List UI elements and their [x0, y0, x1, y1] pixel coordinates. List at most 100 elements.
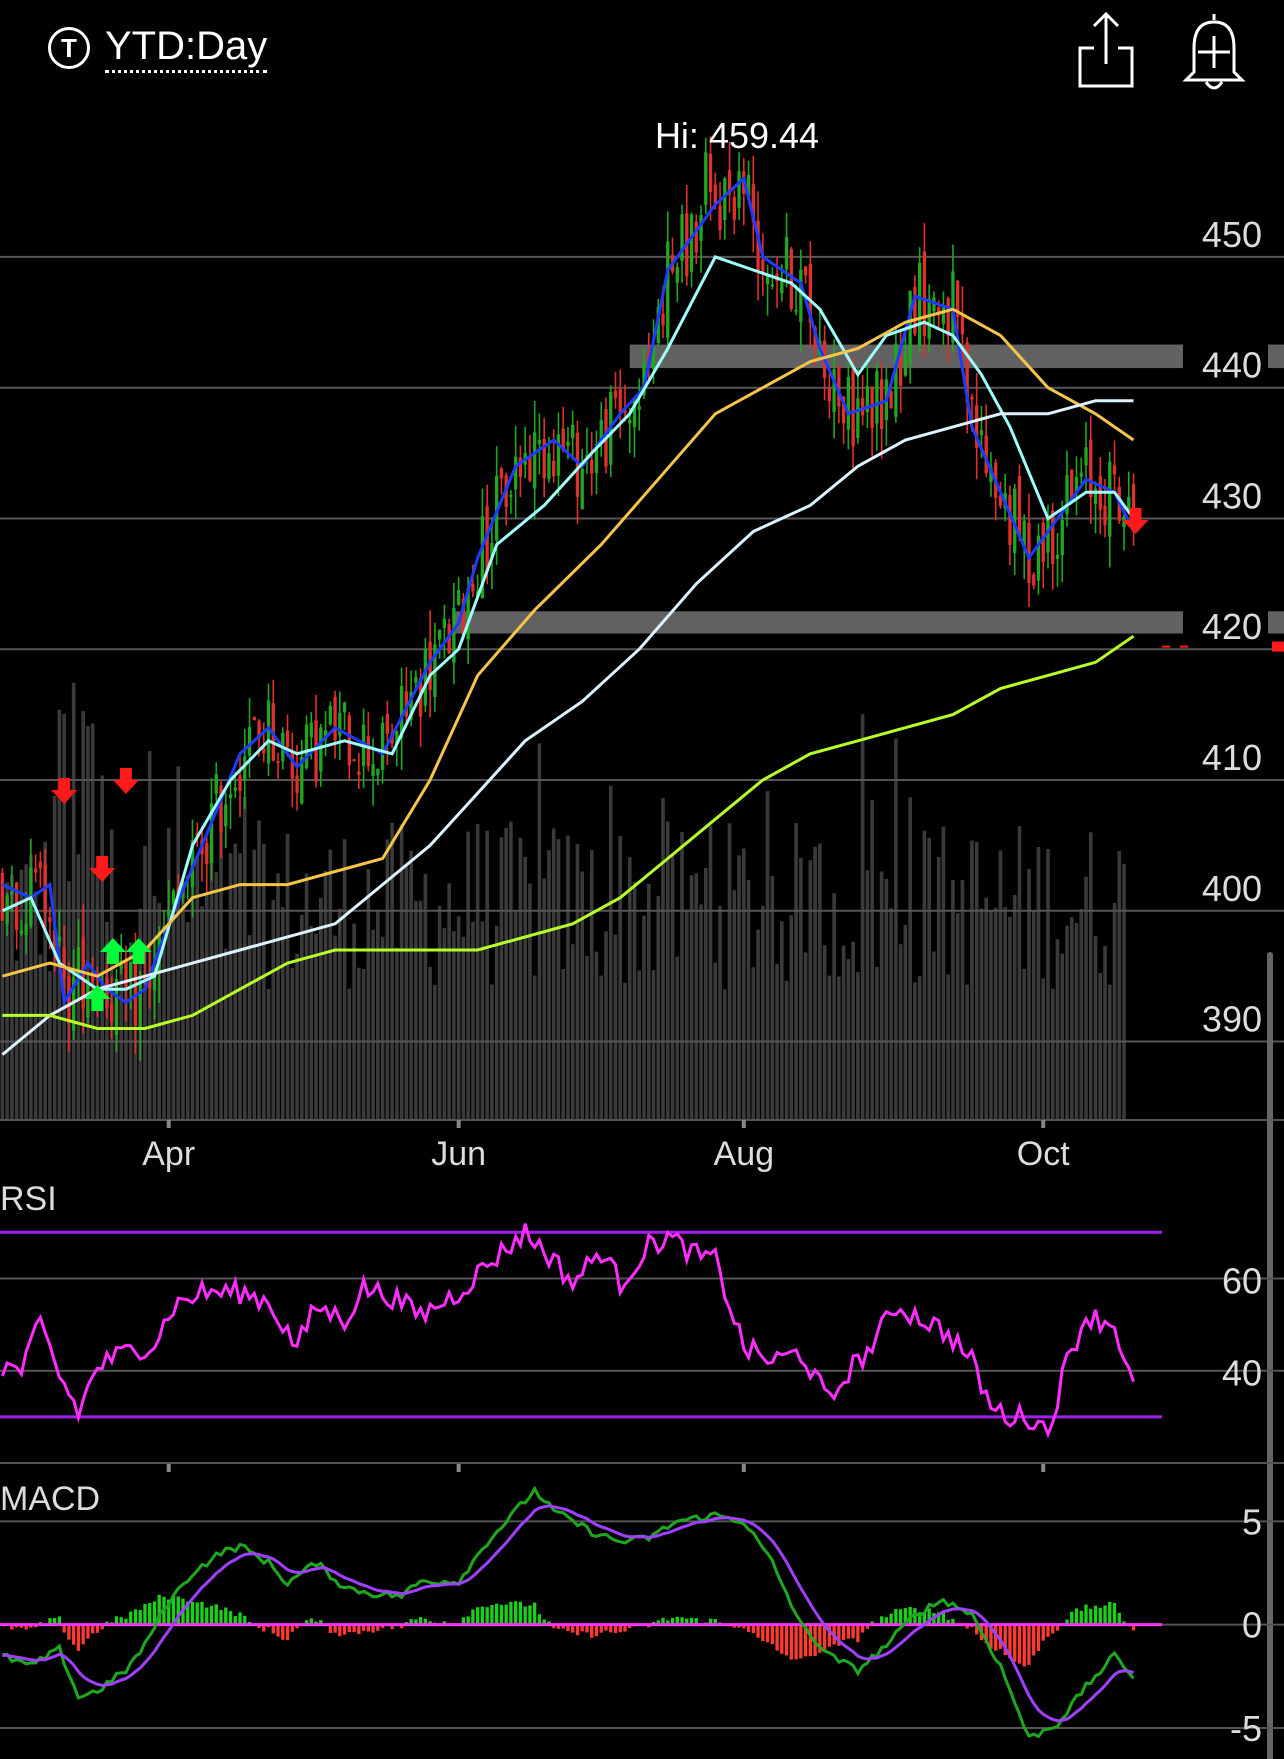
macd-histogram-bar [304, 1620, 309, 1625]
macd-histogram-bar [314, 1621, 318, 1625]
volume-bar [319, 897, 323, 1120]
candle-body [661, 313, 665, 326]
add-alert-bell-icon[interactable] [1174, 8, 1254, 92]
candle-body [124, 961, 128, 990]
macd-histogram-bar [67, 1624, 71, 1640]
top-bar: T YTD:Day [0, 0, 1284, 100]
volume-bar [485, 830, 489, 1120]
candle-body [10, 891, 14, 895]
macd-histogram-bar [542, 1619, 546, 1625]
candle-body [1032, 574, 1036, 586]
volume-bar [708, 825, 713, 1120]
moving-average-line [1, 399, 1134, 1056]
macd-histogram-bar [865, 1624, 870, 1629]
macd-histogram-bar [1046, 1624, 1050, 1637]
ticker-icon[interactable]: T [48, 27, 90, 69]
macd-histogram-bar [319, 1620, 323, 1625]
candle-body [827, 387, 832, 402]
candle-body [461, 598, 466, 637]
support-resistance-band [453, 611, 1183, 634]
macd-histogram-bar [190, 1601, 195, 1625]
candle-body [533, 432, 537, 489]
volume-bar [342, 839, 347, 1120]
macd-histogram-bar [1065, 1619, 1069, 1625]
macd-histogram-bar [623, 1624, 627, 1632]
volume-bar [418, 900, 423, 1120]
macd-histogram-bar [609, 1624, 613, 1633]
macd-histogram-bar [19, 1624, 24, 1628]
candle-body [1013, 488, 1017, 554]
macd-tick-label: 0 [1242, 1605, 1262, 1646]
macd-histogram-bar [124, 1618, 128, 1625]
volume-bar [309, 926, 314, 1120]
candle-body [1112, 465, 1117, 475]
candle-body [33, 868, 38, 873]
macd-histogram-bar [670, 1617, 675, 1625]
macd-signal-line [2, 1504, 1134, 1723]
volume-bar [561, 969, 566, 1120]
candle-body [328, 705, 332, 725]
volume-bar [380, 936, 385, 1120]
volume-bar [290, 967, 295, 1120]
macd-histogram-bar [903, 1608, 908, 1625]
candle-body [342, 702, 347, 713]
macd-histogram-bar [390, 1624, 394, 1630]
macd-tick-label: -5 [1230, 1708, 1262, 1749]
candle-body [129, 962, 133, 978]
share-icon[interactable] [1066, 8, 1146, 92]
candle-body [214, 774, 218, 794]
macd-histogram-bar [257, 1624, 261, 1629]
volume-bar [223, 948, 228, 1120]
volume-bar [1041, 978, 1046, 1120]
volume-bar [913, 982, 917, 1120]
volume-bar [333, 935, 337, 1120]
candle-body [841, 396, 846, 424]
volume-bar [1031, 910, 1036, 1120]
candle-body [333, 696, 337, 740]
moving-average-line [2, 634, 1135, 1030]
macd-histogram-bar [380, 1624, 385, 1628]
macd-histogram-bar [471, 1609, 475, 1625]
macd-histogram-bar [1013, 1624, 1017, 1662]
volume-bar [233, 843, 238, 1120]
macd-histogram-bar [1051, 1624, 1055, 1634]
volume-bar [323, 870, 328, 1120]
candle-body [922, 251, 927, 337]
volume-bar [742, 848, 746, 1120]
volume-bar [376, 909, 380, 1120]
macd-histogram-bar [1022, 1624, 1026, 1667]
volume-bar [751, 967, 756, 1120]
macd-histogram-bar [195, 1602, 199, 1625]
candle-body [1065, 475, 1069, 515]
buy-signal-arrow-icon [125, 938, 152, 964]
volume-bar [656, 896, 661, 1120]
volume-bar [818, 843, 822, 1120]
candle-body [285, 730, 290, 747]
volume-bar [24, 864, 28, 1120]
range-selector[interactable]: YTD:Day [105, 22, 268, 73]
macd-histogram-bar [784, 1624, 789, 1656]
macd-histogram-bar [186, 1601, 190, 1625]
price-tick-label: 420 [1202, 606, 1262, 647]
volume-bar [965, 984, 969, 1120]
macd-histogram-bar [746, 1624, 751, 1633]
candle-body [423, 648, 428, 706]
macd-histogram-bar [846, 1624, 851, 1639]
volume-bar [732, 890, 737, 1120]
volume-bar [285, 833, 290, 1120]
macd-histogram-bar [761, 1624, 765, 1642]
macd-histogram-bar [808, 1624, 813, 1657]
macd-histogram-bar [713, 1618, 717, 1625]
candle-body [632, 397, 637, 428]
candle-body [941, 307, 946, 324]
volume-bar [813, 846, 817, 1120]
volume-bar [532, 975, 537, 1120]
macd-histogram-bar [1041, 1624, 1045, 1641]
candle-body [628, 419, 632, 424]
macd-histogram-bar [338, 1624, 342, 1637]
volume-bar [10, 874, 14, 1120]
macd-histogram-bar [76, 1624, 81, 1651]
macd-histogram-bar [366, 1624, 371, 1632]
volume-bar [62, 713, 66, 1120]
